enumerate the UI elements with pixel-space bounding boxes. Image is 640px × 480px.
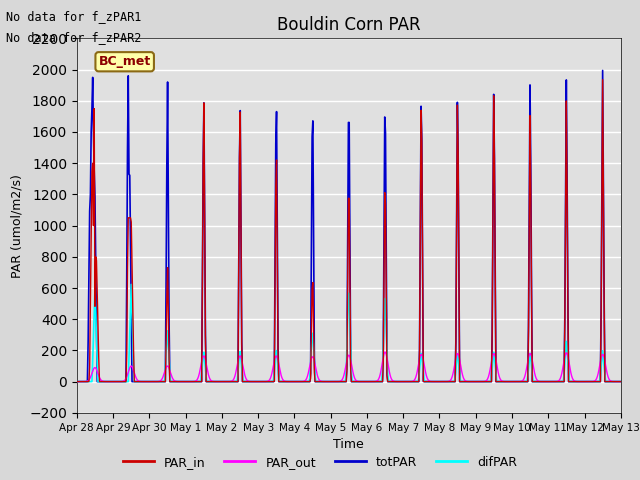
Text: BC_met: BC_met bbox=[99, 55, 151, 68]
Text: No data for f_zPAR1: No data for f_zPAR1 bbox=[6, 10, 142, 23]
X-axis label: Time: Time bbox=[333, 438, 364, 451]
Title: Bouldin Corn PAR: Bouldin Corn PAR bbox=[277, 16, 420, 34]
Y-axis label: PAR (umol/m2/s): PAR (umol/m2/s) bbox=[11, 174, 24, 277]
Text: No data for f_zPAR2: No data for f_zPAR2 bbox=[6, 31, 142, 44]
Legend: PAR_in, PAR_out, totPAR, difPAR: PAR_in, PAR_out, totPAR, difPAR bbox=[118, 451, 522, 474]
